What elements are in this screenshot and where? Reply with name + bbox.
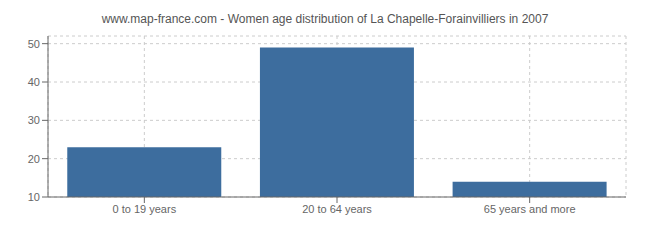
svg-text:10: 10 [28,191,40,203]
svg-text:0 to 19 years: 0 to 19 years [113,203,177,215]
svg-text:50: 50 [28,38,40,50]
svg-text:30: 30 [28,114,40,126]
svg-text:20 to 64 years: 20 to 64 years [302,203,372,215]
svg-text:65 years and more: 65 years and more [484,203,576,215]
svg-text:20: 20 [28,153,40,165]
html-text:www.map-france.com - Women age: www.map-france.com - Women age distribut… [101,12,549,26]
svg-text:40: 40 [28,76,40,88]
